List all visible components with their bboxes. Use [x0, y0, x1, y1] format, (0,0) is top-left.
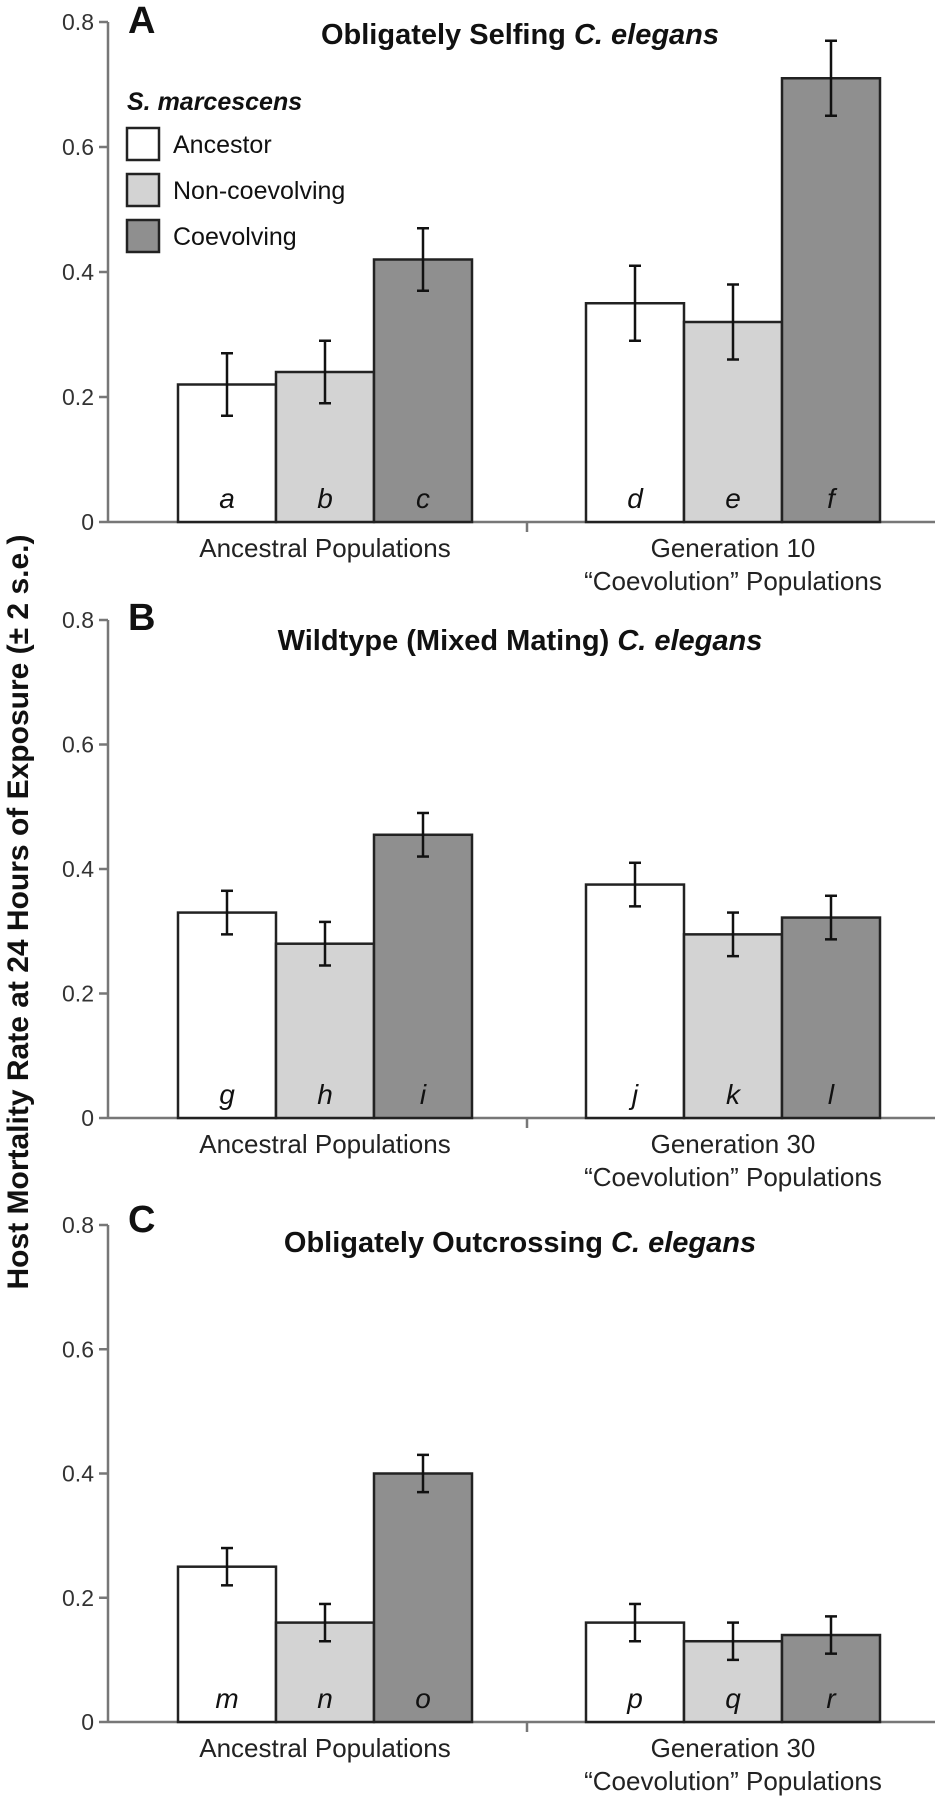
panel-b-bar [584, 883, 686, 1120]
panel-c-category-label: Ancestral Populations [199, 1733, 450, 1763]
panel-b-category-label: Generation 30 [651, 1129, 816, 1159]
panel-c-bar-label: n [317, 1683, 333, 1714]
legend-swatch [125, 126, 161, 162]
panel-c-y-tick-label: 0.6 [62, 1336, 94, 1362]
panel-a-category-label: Ancestral Populations [199, 533, 450, 563]
panel-a-category-label: Generation 10 [651, 533, 816, 563]
panel-b-bar [372, 833, 474, 1120]
legend-swatch [125, 218, 161, 254]
panel-a-title-species: C. elegans [574, 19, 719, 51]
panel-a-bar-label: f [827, 483, 838, 514]
panel-c-bar-label: m [215, 1683, 238, 1714]
panel-c-y-tick-label: 0.4 [62, 1461, 94, 1487]
panel-c-category-label: “Coevolution” Populations [584, 1766, 882, 1796]
y-axis-label: Host Mortality Rate at 24 Hours of Expos… [2, 535, 35, 1290]
panel-a-category-label: “Coevolution” Populations [584, 566, 882, 596]
panel-a-title: Obligately Selfing C. elegans [321, 19, 719, 51]
legend-item-label: Ancestor [173, 131, 272, 159]
panel-a-y-tick-label: 0.8 [62, 9, 94, 35]
panel-c-y-tick-label: 0.2 [62, 1585, 94, 1611]
panel-a-y-tick-label: 0.4 [62, 259, 94, 285]
panel-c-bar-label: o [415, 1683, 431, 1714]
panel-c-title: Obligately Outcrossing C. elegans [284, 1227, 756, 1259]
panel-b-bar [274, 942, 376, 1120]
panel-b-letter: B [128, 597, 155, 639]
legend-item-label: Non-coevolving [173, 177, 345, 205]
panel-a-bar-label: c [416, 483, 430, 514]
panel-b-y-tick-label: 0.8 [62, 607, 94, 633]
panel-a-bar-label: e [725, 483, 741, 514]
panel-a-bar-label: b [317, 483, 333, 514]
panel-a-bar [780, 77, 882, 524]
panel-b-bar-label: i [420, 1079, 427, 1110]
panel-b-bar-label: l [828, 1079, 835, 1110]
panel-b-y-tick-label: 0 [81, 1105, 94, 1131]
panel-c-y-tick-label: 0.8 [62, 1212, 94, 1238]
panel-a-y-tick-label: 0.2 [62, 384, 94, 410]
panel-a-title-text: Obligately Selfing [321, 19, 574, 51]
legend-swatch [125, 172, 161, 208]
panel-b-bar-label: h [317, 1079, 333, 1110]
panel-a-bar [372, 258, 474, 524]
panel-c-category-label: Generation 30 [651, 1733, 816, 1763]
panel-a-y-tick-label: 0.6 [62, 134, 94, 160]
panel-b-title-species: C. elegans [617, 625, 762, 657]
panel-b-bar [176, 911, 278, 1120]
panel-b-bar [780, 916, 882, 1120]
panel-c-y-tick-label: 0 [81, 1709, 94, 1735]
panel-c-title-species: C. elegans [611, 1227, 756, 1259]
panel-b-title-text: Wildtype (Mixed Mating) [278, 625, 618, 657]
panel-a-y-tick-label: 0 [81, 509, 94, 535]
panel-b-category-label: Ancestral Populations [199, 1129, 450, 1159]
panel-a-letter: A [128, 0, 155, 42]
panel-a-bar-label: a [219, 483, 235, 514]
panel-b-y-tick-label: 0.6 [62, 732, 94, 758]
panel-b-bar-label: j [628, 1079, 639, 1110]
panel-c-bar-label: p [626, 1683, 643, 1714]
panel-b-bar-label: g [219, 1079, 235, 1110]
panel-b-y-tick-label: 0.2 [62, 981, 94, 1007]
panel-c-title-text: Obligately Outcrossing [284, 1227, 611, 1259]
panel-b-title: Wildtype (Mixed Mating) C. elegans [278, 625, 763, 657]
panel-c-bar-label: r [826, 1683, 837, 1714]
panel-b-bar [682, 933, 784, 1120]
panel-c-bar-label: q [725, 1683, 741, 1714]
panel-b-bar-label: k [726, 1079, 742, 1110]
panel-c-letter: C [128, 1199, 155, 1241]
panel-c-bar [176, 1565, 278, 1724]
panel-b-category-label: “Coevolution” Populations [584, 1162, 882, 1192]
legend-title: S. marcescens [127, 88, 302, 116]
panel-a-bar-label: d [627, 483, 644, 514]
legend-item-label: Coevolving [173, 223, 297, 251]
panel-b-y-tick-label: 0.4 [62, 856, 94, 882]
